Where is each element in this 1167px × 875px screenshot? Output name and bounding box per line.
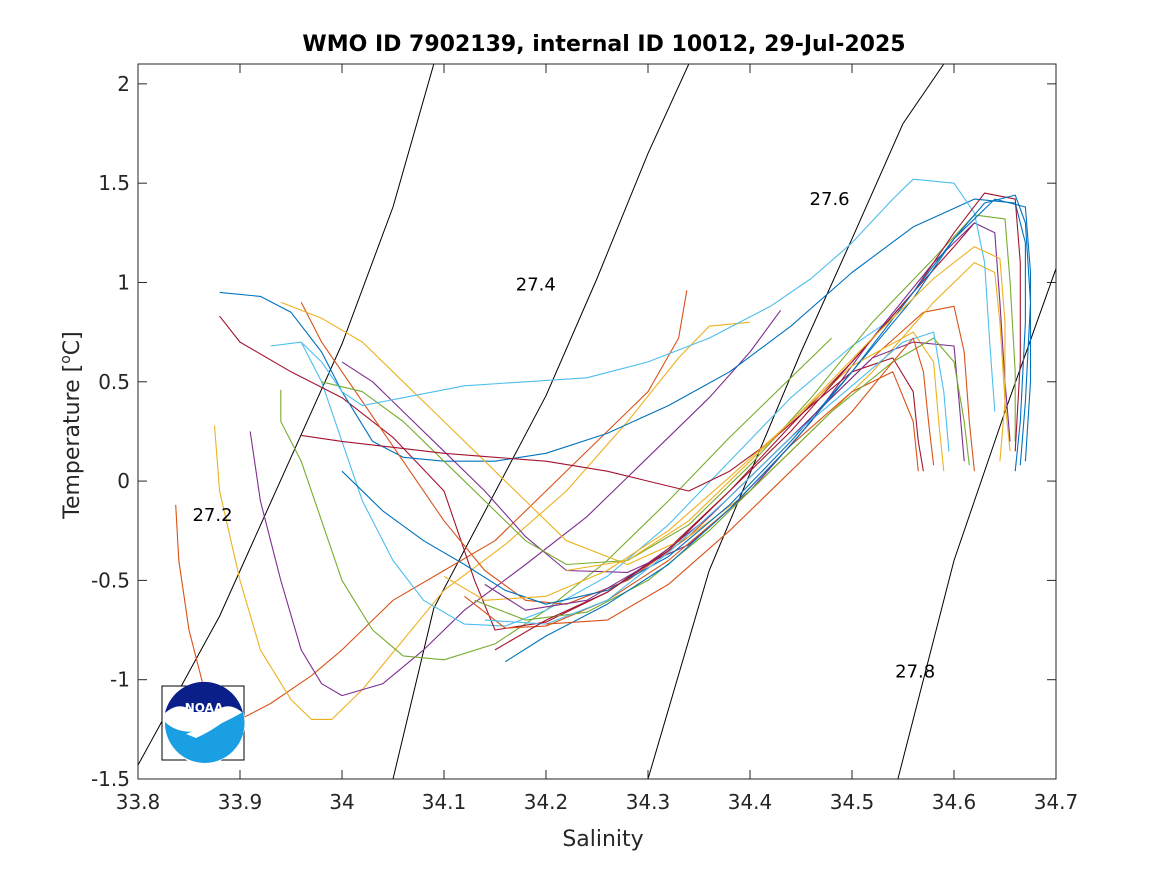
profile-line-17 [484, 341, 965, 611]
profile-line-9 [280, 262, 1011, 566]
profile-series [175, 178, 1032, 720]
x-tick-label: 34.3 [626, 790, 671, 814]
density-contour-label-27.6: 27.6 [810, 189, 850, 210]
profile-line-2 [213, 321, 751, 720]
x-tick-label: 34.4 [728, 790, 773, 814]
noaa-logo-sea [164, 712, 245, 764]
y-axis-title: Temperature [oC] [58, 331, 85, 519]
profile-line-18 [474, 337, 970, 621]
profile-line-21 [504, 194, 1032, 663]
profile-line-13 [301, 357, 924, 492]
x-tick-label: 34.7 [1034, 790, 1079, 814]
plot-frame [137, 63, 1057, 780]
profile-line-16 [443, 331, 945, 601]
y-tick-label: 2 [117, 72, 130, 96]
profile-line-23 [566, 246, 1006, 572]
profile-line-1 [175, 290, 688, 720]
x-tick-label: 34.6 [932, 790, 977, 814]
noaa-logo-gull [186, 720, 226, 738]
noaa-logo-sky [165, 681, 243, 713]
x-axis-title: Salinity [562, 827, 643, 852]
profile-line-11 [321, 214, 1016, 566]
x-tick-label: 34.5 [830, 790, 875, 814]
profile-line-20 [494, 192, 1021, 651]
y-tick-label: 1 [117, 270, 130, 294]
profile-line-19 [484, 331, 950, 625]
density-contour-label-27.4: 27.4 [516, 274, 556, 295]
y-tick-label: -1 [110, 668, 130, 692]
profile-line-3 [249, 309, 782, 697]
density-contour-label-27.2: 27.2 [192, 505, 232, 526]
density-contour-27.4 [392, 64, 690, 779]
x-tick-label: 33.9 [218, 790, 263, 814]
noaa-logo: NOAA [161, 681, 245, 764]
density-contour-27.2 [138, 64, 435, 766]
y-tick-label: 0.5 [98, 370, 130, 394]
y-axis-title-main: Temperature [ [60, 364, 85, 520]
noaa-logo-text: NOAA [185, 701, 224, 715]
profile-line-14 [341, 198, 1032, 605]
profile-line-7 [219, 198, 1026, 472]
chart-title: WMO ID 7902139, internal ID 10012, 29-Ju… [302, 32, 905, 57]
x-tick-label: 34.2 [524, 790, 569, 814]
density-contour-label-27.8: 27.8 [895, 662, 935, 683]
y-tick-label: -1.5 [91, 767, 130, 791]
y-axis-ticks: -1.5 -1 -0.5 0 0.5 1 1.5 2 [91, 72, 1056, 791]
profile-line-4 [280, 337, 832, 661]
profile-line-12 [270, 178, 996, 412]
y-tick-label: -0.5 [91, 568, 130, 592]
x-tick-label: 34.1 [422, 790, 467, 814]
y-tick-label: 1.5 [98, 171, 130, 195]
y-axis-title-superscript: o [58, 355, 74, 364]
y-axis-title-unit: C] [60, 331, 85, 355]
density-contour-labels: 27.2 27.4 27.6 27.8 [192, 189, 935, 683]
profile-line-22 [545, 337, 935, 625]
y-tick-label: 0 [117, 469, 130, 493]
profile-line-5 [300, 317, 894, 627]
x-tick-label: 34 [329, 790, 354, 814]
x-tick-label: 33.8 [116, 790, 161, 814]
x-axis-ticks: 33.8 33.9 34 34.1 34.2 34.3 34.4 34.5 34.6 34.7 [116, 64, 1079, 814]
